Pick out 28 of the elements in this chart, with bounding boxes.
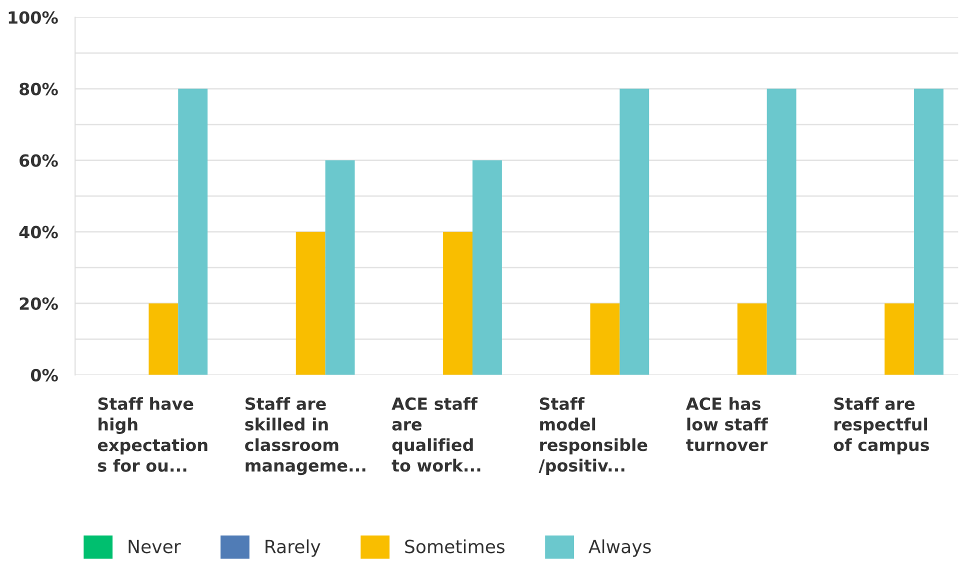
x-tick-label: Staff have high expectation s for ou... xyxy=(98,397,208,472)
bar xyxy=(325,160,355,375)
bar xyxy=(296,232,326,375)
bar xyxy=(443,232,472,375)
x-tick-label: Staff are respectful of campus xyxy=(834,397,930,454)
y-tick-label: 0% xyxy=(30,368,58,382)
y-tick-label: 20% xyxy=(20,297,58,310)
legend-label: Always xyxy=(588,539,651,557)
y-tick-label: 60% xyxy=(20,154,58,167)
bar xyxy=(766,88,796,375)
bar xyxy=(472,160,502,375)
x-tick-label: Staff model responsible /positiv... xyxy=(538,397,648,475)
bar xyxy=(178,88,208,375)
legend-label: Never xyxy=(128,540,181,554)
bar xyxy=(914,88,944,375)
y-tick-label: 80% xyxy=(20,82,58,96)
bar xyxy=(620,88,650,375)
y-tick-label: 40% xyxy=(19,226,58,238)
legend-label: Sometimes xyxy=(405,539,504,554)
y-tick-label: 100% xyxy=(8,11,58,24)
bar xyxy=(148,303,178,375)
x-tick-label: Staff are skilled in classroom manageme... xyxy=(245,397,366,476)
bar xyxy=(737,303,767,375)
x-tick-label: ACE staff are qualified to work... xyxy=(392,397,480,472)
legend-label: Rarely xyxy=(266,539,320,557)
bar xyxy=(590,303,620,375)
bar xyxy=(884,303,914,375)
x-tick-label: ACE has low staff turnover xyxy=(686,397,768,452)
